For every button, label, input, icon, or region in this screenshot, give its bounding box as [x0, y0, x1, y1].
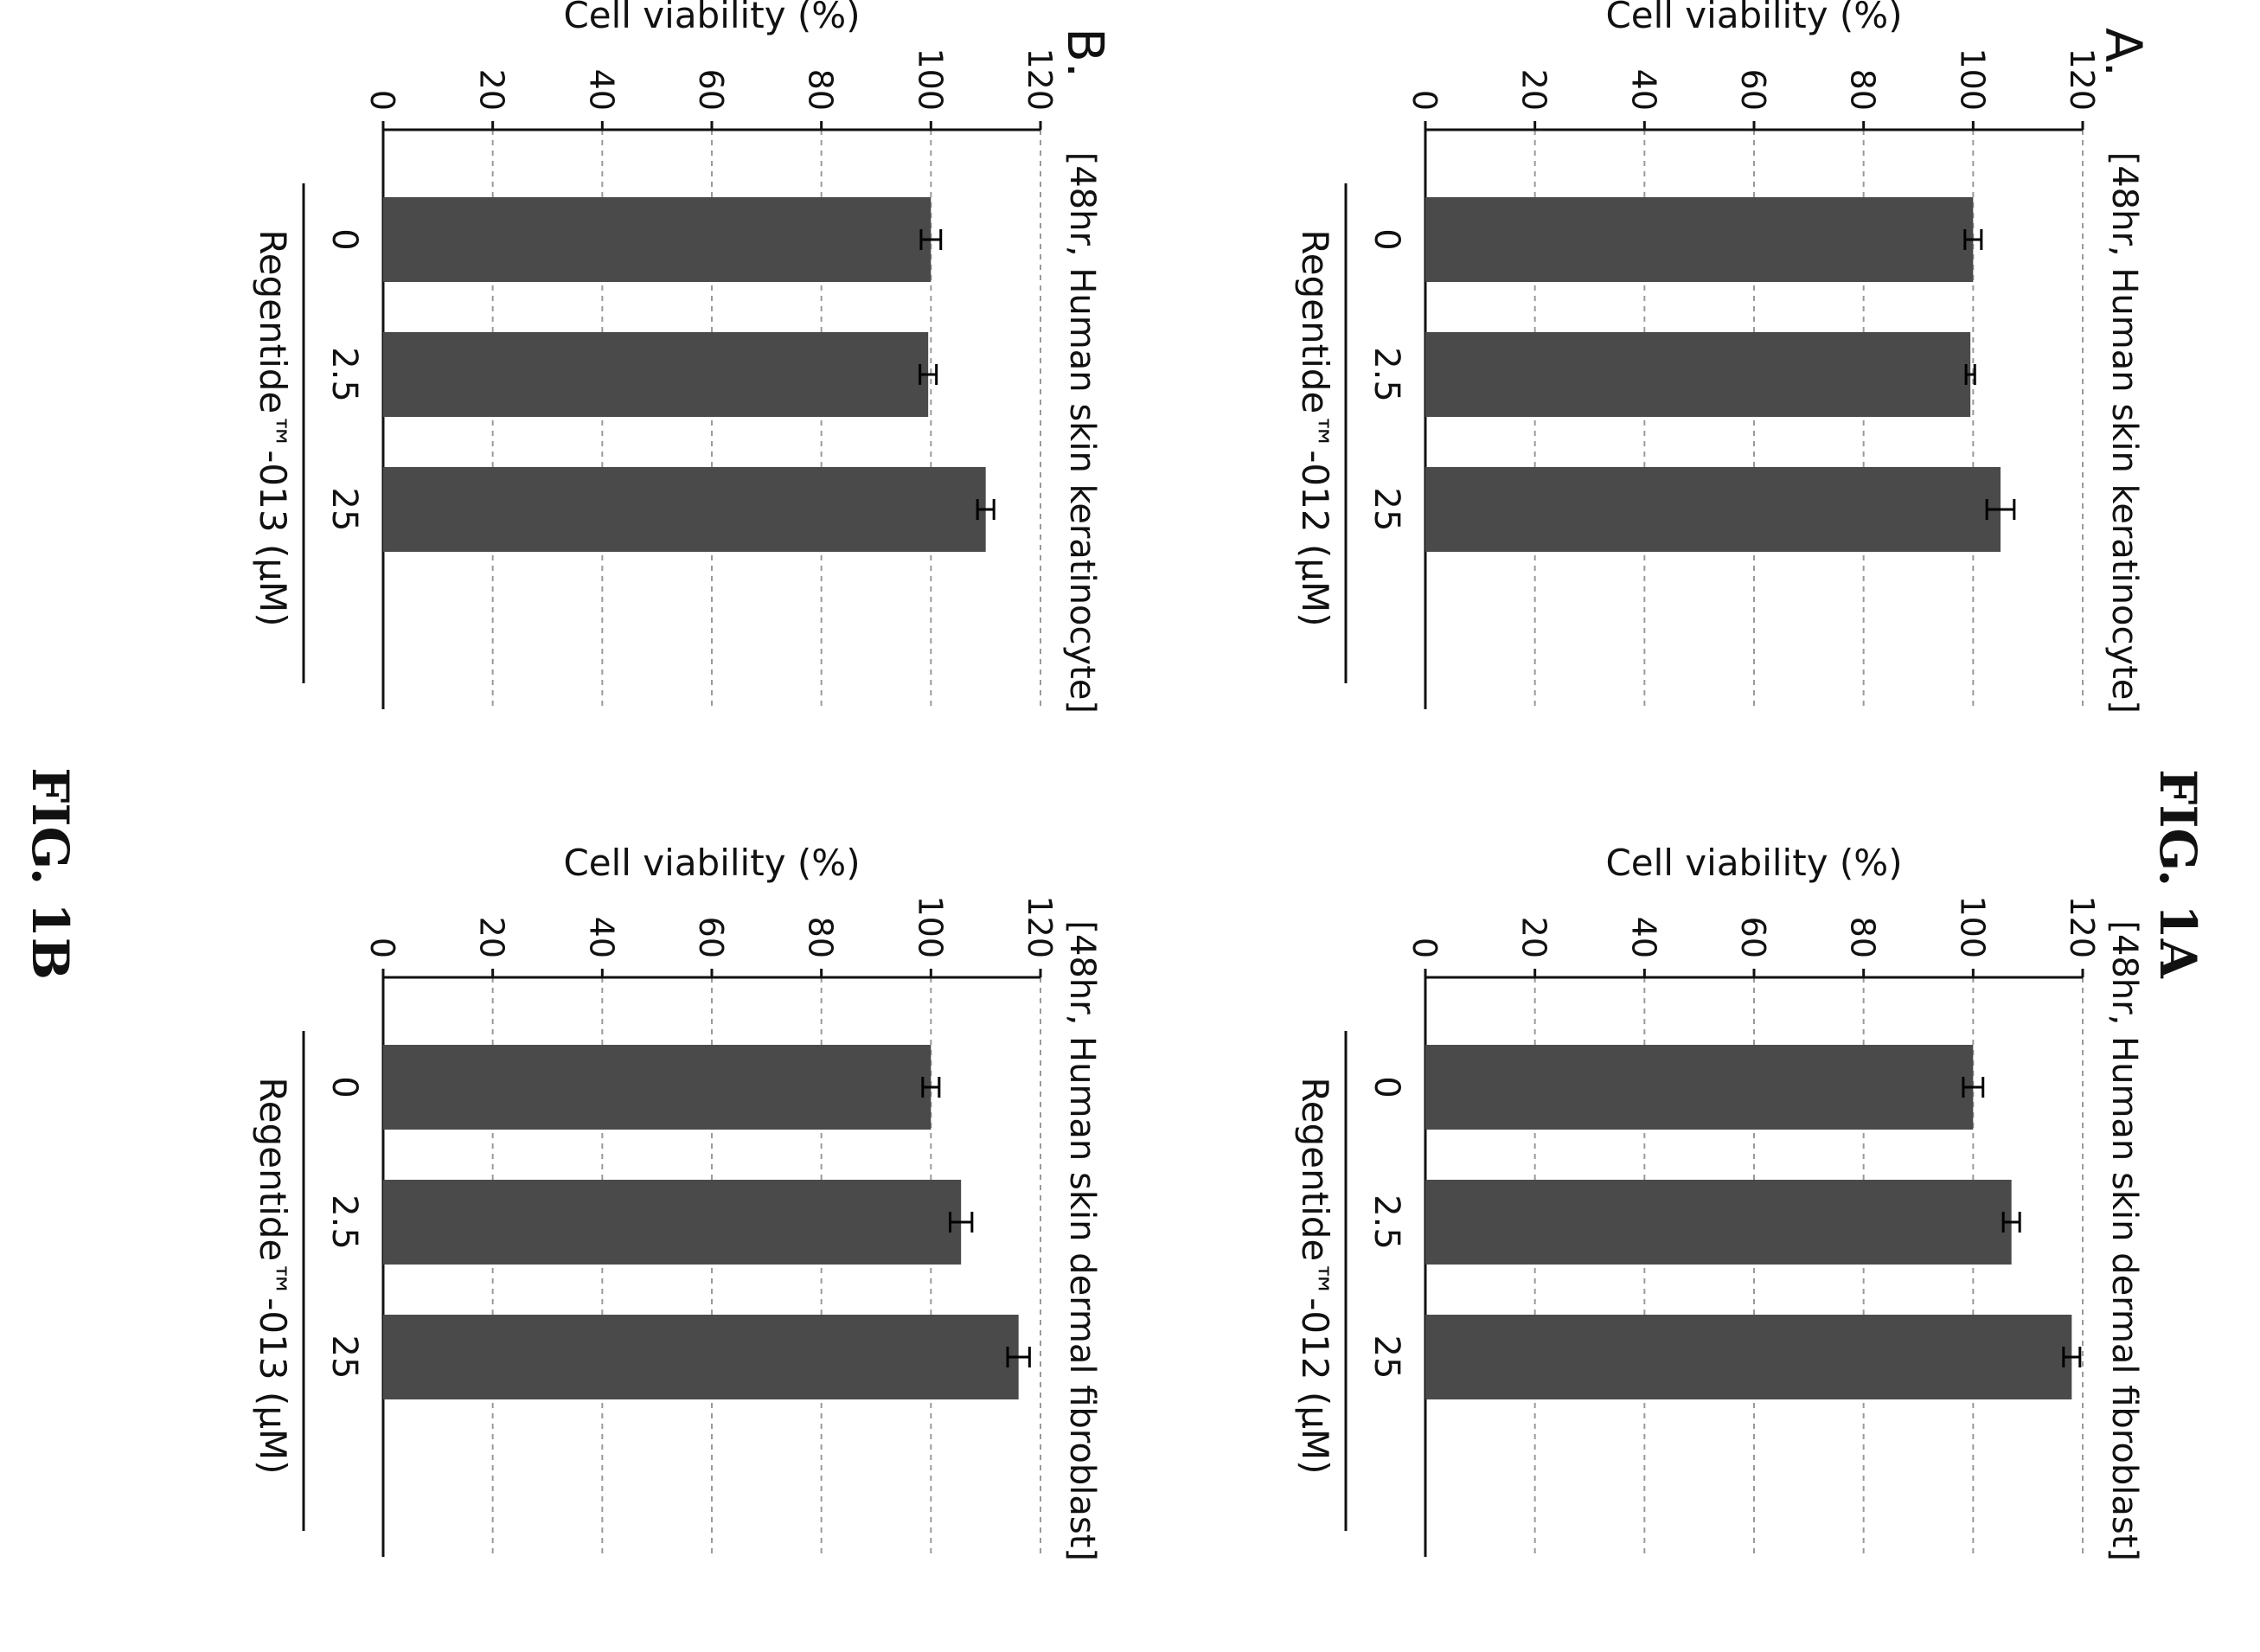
y-axis-label: Cell viability (%): [563, 0, 860, 36]
x-axis-label: Regentide™-012 (μM): [1294, 229, 1336, 626]
figure-label-bottom: FIG. 1B: [21, 767, 80, 980]
x-tick-label: 0: [324, 228, 364, 250]
x-axis-label: Regentide™-012 (μM): [1294, 1077, 1336, 1474]
y-tick-label: 120: [1021, 895, 1059, 958]
x-tick-label: 25: [324, 488, 364, 532]
panel-label-a: A.: [2094, 28, 2153, 77]
y-tick-label: 20: [473, 69, 511, 111]
bar: [1425, 332, 1971, 417]
x-tick-label: 0: [1367, 1076, 1406, 1098]
y-tick-label: 20: [1515, 69, 1553, 111]
y-tick-label: 40: [1624, 69, 1662, 111]
x-tick-label: 25: [1367, 488, 1406, 532]
x-axis-label: Regentide™-013 (μM): [252, 229, 294, 626]
y-tick-label: 20: [473, 917, 511, 958]
y-axis-label: Cell viability (%): [1605, 842, 1902, 884]
y-tick-label: 120: [1021, 48, 1059, 111]
y-tick-label: 80: [802, 917, 840, 958]
panel-label-b: B.: [1056, 28, 1115, 78]
x-tick-label: 2.5: [324, 1194, 364, 1250]
y-tick-label: 80: [802, 69, 840, 111]
x-tick-label: 0: [324, 1076, 364, 1098]
y-tick-label: 80: [1844, 69, 1882, 111]
x-tick-label: 2.5: [1367, 1194, 1406, 1250]
bar: [382, 467, 986, 552]
bar: [1425, 1315, 2072, 1399]
bar: [382, 332, 929, 417]
y-tick-label: 0: [363, 90, 401, 111]
y-tick-label: 60: [1734, 69, 1772, 111]
chart-panel-b-keratinocyte: [48hr, Human skin keratinocyte] Cell viab…: [252, 0, 1102, 714]
y-tick-label: 60: [1734, 917, 1772, 958]
y-axis-label: Cell viability (%): [563, 842, 860, 884]
y-tick-label: 20: [1515, 917, 1553, 958]
x-tick-label: 0: [1367, 228, 1406, 250]
x-axis-label: Regentide™-013 (μM): [252, 1077, 294, 1474]
y-tick-label: 60: [692, 69, 730, 111]
y-tick-label: 100: [911, 48, 949, 111]
bar: [1425, 197, 1974, 282]
y-tick-label: 0: [363, 938, 401, 958]
y-tick-label: 100: [911, 895, 949, 958]
chart-panel-a-fibroblast: [48hr, Human skin dermal fibroblast] Cell…: [1294, 842, 2144, 1561]
y-tick-label: 120: [2063, 48, 2101, 111]
bar: [383, 197, 932, 282]
y-tick-label: 40: [1624, 917, 1662, 958]
chart-title: [48hr, Human skin dermal fibroblast]: [1062, 920, 1102, 1561]
y-tick-label: 40: [582, 917, 620, 958]
y-tick-label: 80: [1844, 917, 1882, 958]
chart-title: [48hr, Human skin keratinocyte]: [1062, 152, 1102, 714]
x-tick-label: 25: [1367, 1335, 1406, 1380]
x-tick-label: 25: [324, 1335, 364, 1380]
bar: [382, 1315, 1019, 1399]
bar: [1425, 1180, 2012, 1265]
y-tick-label: 100: [1953, 48, 1991, 111]
y-tick-label: 0: [1405, 938, 1444, 958]
chart-panel-a-keratinocyte: [48hr, Human skin keratinocyte] Cell viab…: [1294, 0, 2144, 714]
y-tick-label: 0: [1405, 90, 1444, 111]
chart-title: [48hr, Human skin dermal fibroblast]: [2104, 920, 2144, 1561]
x-tick-label: 2.5: [1367, 347, 1406, 402]
bar: [1425, 1045, 1974, 1130]
y-tick-label: 40: [582, 69, 620, 111]
y-tick-label: 100: [1953, 895, 1991, 958]
chart-title: [48hr, Human skin keratinocyte]: [2104, 152, 2144, 714]
y-tick-label: 60: [692, 917, 730, 958]
bar: [1425, 467, 2001, 552]
bar: [383, 1045, 932, 1130]
y-axis-label: Cell viability (%): [1605, 0, 1902, 36]
chart-panel-b-fibroblast: [48hr, Human skin dermal fibroblast] Cell…: [252, 842, 1102, 1561]
rotated-page: FIG. 1A A. B. FIG. 1B [48hr, Human skin …: [21, 0, 2207, 1561]
y-tick-label: 120: [2063, 895, 2101, 958]
bar: [382, 1180, 962, 1265]
x-tick-label: 2.5: [324, 347, 364, 402]
figure-label-top: FIG. 1A: [2148, 769, 2207, 979]
